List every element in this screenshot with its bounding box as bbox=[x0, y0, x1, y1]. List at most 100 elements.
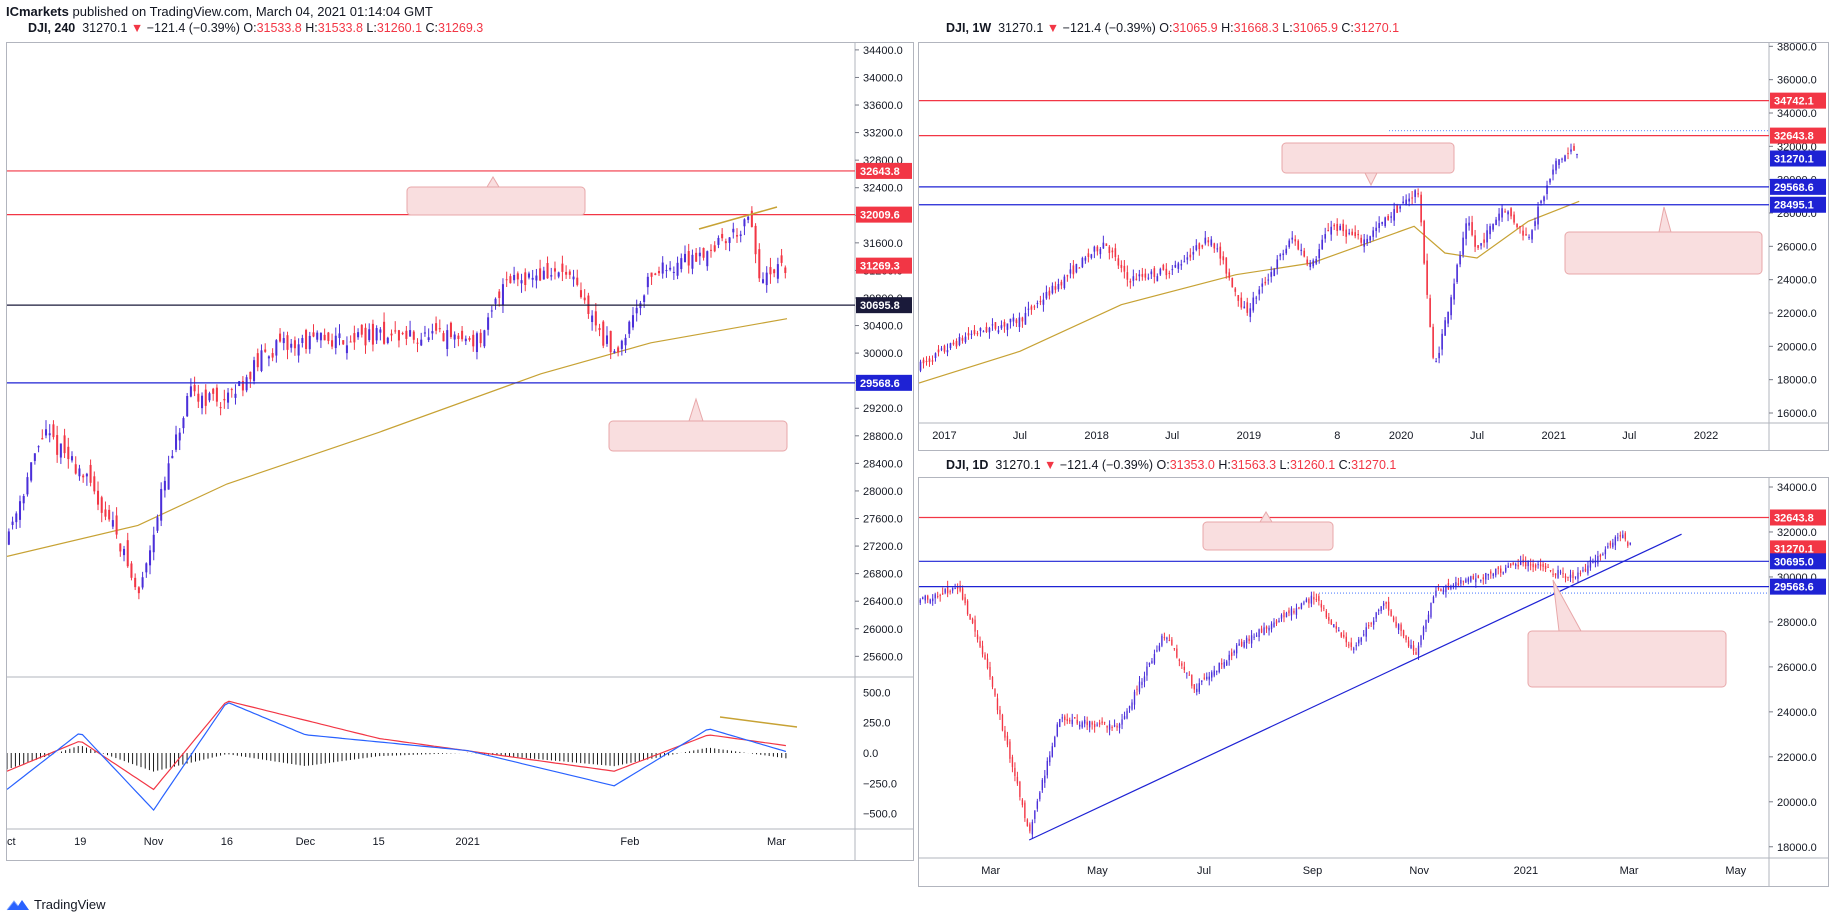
candle-body bbox=[253, 360, 256, 381]
candle-body bbox=[182, 418, 185, 429]
price-badge-label: 28495.1 bbox=[1774, 200, 1814, 212]
candle-body bbox=[108, 509, 111, 520]
weekly-chart-svg[interactable]: 38000.036000.034000.032000.030000.028000… bbox=[919, 43, 1828, 450]
y-tick-label: 22000.0 bbox=[1777, 752, 1817, 764]
candle-body bbox=[1083, 719, 1086, 724]
x-tick-label: Jul bbox=[1470, 430, 1484, 442]
candle-body bbox=[1226, 661, 1228, 666]
candle-body bbox=[973, 330, 976, 334]
candle-body bbox=[349, 341, 352, 343]
candle-body bbox=[776, 264, 779, 279]
candle-body bbox=[1114, 248, 1117, 258]
candle-body bbox=[1467, 578, 1470, 582]
candle-body bbox=[1348, 644, 1350, 646]
price-badge bbox=[1770, 150, 1826, 167]
candle-body bbox=[994, 688, 996, 696]
candle-body bbox=[971, 618, 974, 624]
candle-body bbox=[1552, 573, 1554, 575]
candle-body bbox=[1059, 718, 1061, 727]
x-tick-label: 2021 bbox=[1514, 865, 1538, 877]
left-chart-svg[interactable]: 34400.034000.033600.033200.032800.032400… bbox=[7, 43, 913, 860]
candle-body bbox=[925, 360, 928, 362]
candle-body bbox=[245, 377, 248, 391]
candle-body bbox=[961, 588, 964, 600]
candle-body bbox=[1345, 636, 1347, 643]
y-tick-label: 20000.0 bbox=[1777, 341, 1817, 353]
candle-body bbox=[1505, 567, 1507, 572]
candle-body bbox=[1233, 650, 1235, 653]
candle-body bbox=[1051, 746, 1053, 757]
weekly-chart-header: DJI, 1W 31270.1 ▼ −121.4 (−0.39%) O:3106… bbox=[946, 21, 1399, 35]
candle-body bbox=[928, 358, 931, 362]
close-value: 31270.1 bbox=[1353, 21, 1400, 35]
price-badge-label: 29568.6 bbox=[860, 378, 900, 390]
candle-body bbox=[524, 272, 527, 286]
candle-body bbox=[193, 384, 196, 392]
y-tick-label: 33600.0 bbox=[863, 100, 903, 112]
candle-body bbox=[1405, 199, 1407, 205]
candle-body bbox=[1029, 824, 1031, 832]
candle-body bbox=[929, 599, 931, 603]
daily-chart-panel[interactable]: 34000.0 32000.0 30000.0 28000.0 26000.0 24000… bbox=[918, 477, 1829, 887]
candle-body bbox=[1410, 644, 1412, 649]
daily-chart-svg[interactable]: 34000.032000.030000.028000.026000.024000… bbox=[919, 478, 1828, 886]
candle-body bbox=[44, 429, 48, 436]
candle-body bbox=[70, 456, 74, 461]
candle-body bbox=[1450, 297, 1452, 316]
candle-body bbox=[1181, 663, 1183, 666]
candle-body bbox=[591, 315, 594, 323]
candle-body bbox=[735, 235, 739, 237]
candle-body bbox=[167, 463, 170, 490]
candle-body bbox=[1423, 220, 1425, 264]
l-label: L: bbox=[1282, 21, 1293, 35]
candle-body bbox=[1265, 626, 1268, 629]
candle-body bbox=[152, 534, 155, 553]
candle-body bbox=[505, 279, 508, 281]
candle-body bbox=[215, 387, 218, 402]
candle-body bbox=[1440, 589, 1442, 592]
candle-body bbox=[1141, 274, 1144, 277]
candle-body bbox=[178, 432, 181, 441]
annotation-pointer bbox=[1364, 172, 1378, 187]
candle-body bbox=[1437, 587, 1440, 589]
candle-body bbox=[1399, 206, 1401, 209]
weekly-chart-panel[interactable]: 38000.036000.034000.032000.030000.028000… bbox=[918, 42, 1829, 451]
candle-body bbox=[1243, 641, 1245, 648]
left-chart-panel[interactable]: 34400.0 34000.0 33600.0 33200.0 32800.0 32400… bbox=[6, 42, 914, 861]
candle-body bbox=[1049, 755, 1051, 763]
candle-body bbox=[1091, 722, 1093, 725]
candle-body bbox=[1186, 672, 1188, 674]
y-tick-label: 25600.0 bbox=[863, 651, 903, 663]
candle-body bbox=[115, 515, 118, 535]
price-badge bbox=[1770, 509, 1826, 526]
candle-body bbox=[769, 267, 772, 275]
candle-body bbox=[1325, 610, 1328, 618]
candle-body bbox=[1027, 308, 1030, 310]
candle-body bbox=[1188, 674, 1190, 676]
candle-body bbox=[598, 327, 601, 331]
candle-body bbox=[323, 334, 326, 341]
candle-body bbox=[189, 386, 192, 397]
candle-body bbox=[1120, 264, 1123, 268]
candle-body bbox=[1021, 317, 1024, 322]
candle-body bbox=[1006, 735, 1009, 745]
candle-body bbox=[1075, 263, 1078, 273]
candle-body bbox=[1360, 237, 1362, 243]
candle-body bbox=[1474, 235, 1476, 247]
candle-body bbox=[1064, 716, 1066, 721]
candle-body bbox=[1453, 283, 1455, 300]
candle-body bbox=[1435, 590, 1437, 596]
candle-body bbox=[624, 337, 627, 346]
candle-body bbox=[1159, 268, 1162, 275]
candle-body bbox=[1198, 243, 1201, 250]
candle-body bbox=[706, 251, 709, 267]
candle-body bbox=[1221, 663, 1223, 665]
candle-body bbox=[579, 290, 582, 298]
candle-body bbox=[1003, 321, 1006, 327]
candle-body bbox=[1534, 564, 1537, 568]
candle-body bbox=[922, 359, 925, 364]
x-tick-label: Jul bbox=[1197, 865, 1211, 877]
candle-body bbox=[1438, 352, 1440, 359]
tradingview-brand[interactable]: TradingView bbox=[6, 897, 106, 912]
candle-body bbox=[954, 588, 956, 590]
